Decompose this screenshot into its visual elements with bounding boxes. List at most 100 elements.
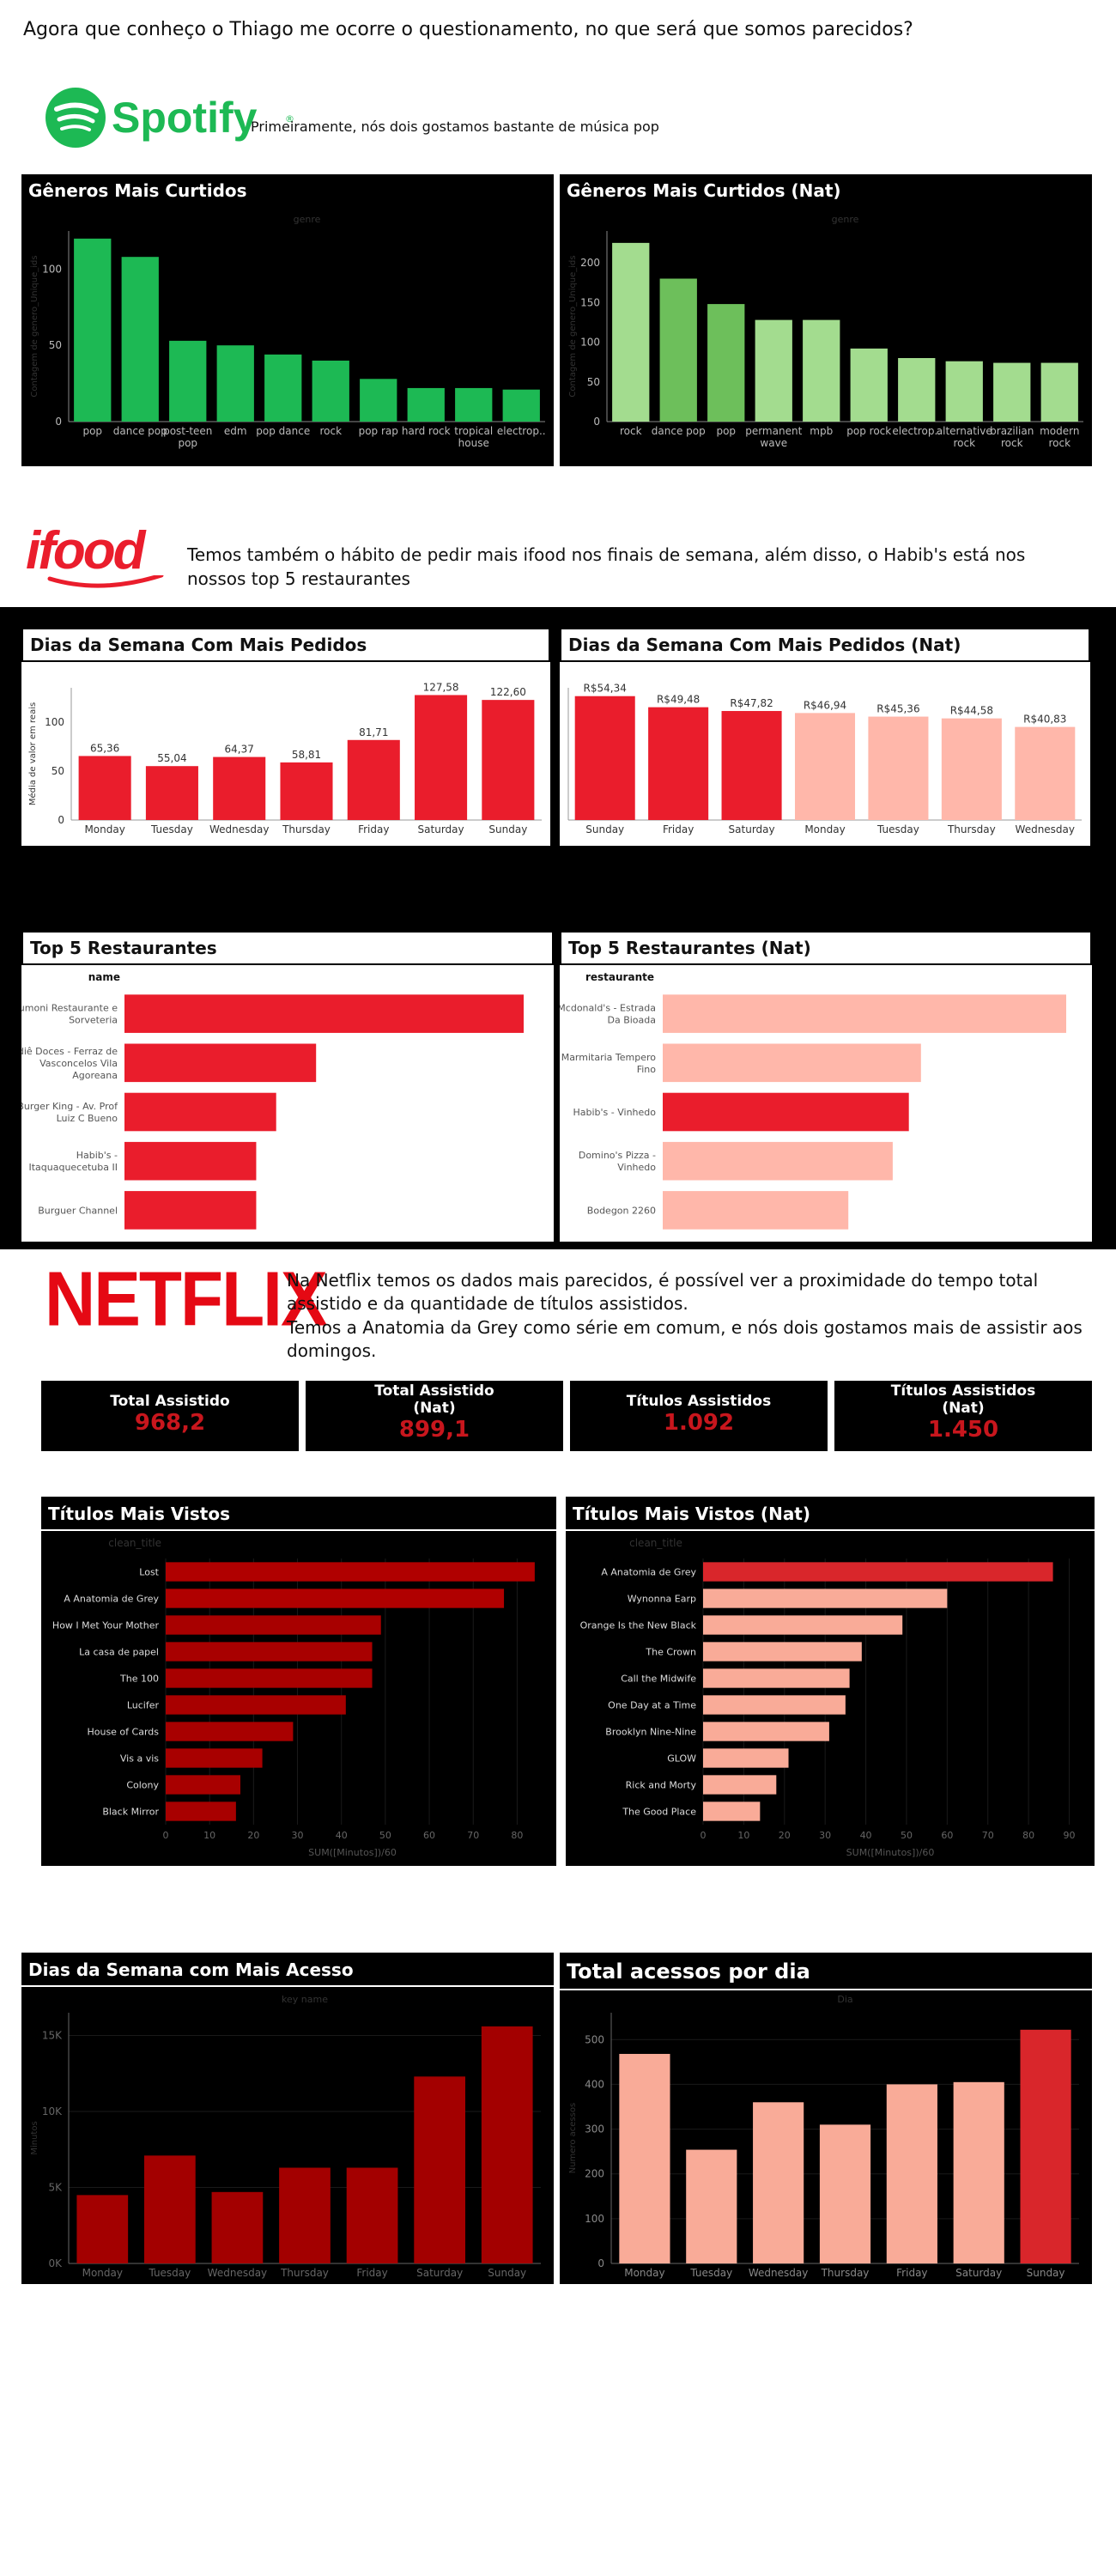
bar <box>213 756 266 820</box>
bar <box>211 2191 264 2263</box>
bar <box>898 358 936 422</box>
x-tick-label: Thursday <box>282 823 331 835</box>
bar <box>663 1191 849 1230</box>
x-tick-label: alternative <box>937 425 992 437</box>
kpi-titles-watched-nat: Títulos Assistidos (Nat) 1.450 <box>834 1381 1092 1451</box>
bar <box>144 2155 196 2263</box>
bar <box>407 387 445 422</box>
x-tick-label: Monday <box>804 823 845 835</box>
y-tick-label: Burger King - Av. Prof <box>21 1101 118 1112</box>
chart-header-label: genre <box>294 214 321 225</box>
x-tick-label: Thursday <box>280 2267 329 2279</box>
y-tick-label: 100 <box>45 716 64 728</box>
bar <box>455 387 493 422</box>
x-tick-label: wave <box>760 437 787 449</box>
bar <box>414 2076 465 2263</box>
x-tick-label: pop <box>716 425 736 437</box>
bar <box>502 389 540 422</box>
weekday-orders-nat-chart: R$54,34 Sunday R$49,48 Friday R$47,82 Saturda… <box>567 683 1082 835</box>
x-tick-label: Thursday <box>947 823 996 835</box>
kpi-value: 899,1 <box>398 1417 470 1443</box>
y-tick-label: The Good Place <box>622 1807 696 1818</box>
bar <box>803 319 840 422</box>
genres-nat-chart: genre Contagem de genero_Unique_ids 0 50 100… <box>568 214 1083 449</box>
kpi-label: Títulos Assistidos (Nat) <box>890 1382 1036 1417</box>
x-tick-label: Saturday <box>418 823 464 835</box>
bar <box>819 2124 871 2263</box>
x-tick-label: 20 <box>247 1830 259 1841</box>
y-tick-label: Da Bioada <box>607 1015 656 1026</box>
x-tick-label: Sunday <box>488 823 527 835</box>
x-tick-label: rock <box>620 425 642 437</box>
bar <box>886 2084 937 2263</box>
weekday-orders-panel: Dias da Semana Com Mais Pedidos Média de… <box>21 628 550 846</box>
x-tick-label: pop <box>178 437 197 449</box>
y-tick-label: Burguer Channel <box>38 1205 118 1216</box>
bar <box>1040 362 1078 422</box>
bar <box>707 304 745 422</box>
bar <box>166 1722 294 1741</box>
page-question: Agora que conheço o Thiago me ocorre o q… <box>23 19 913 40</box>
y-tick-label: 100 <box>580 337 600 349</box>
bar <box>703 1801 761 1821</box>
y-tick-label: 0 <box>593 416 600 428</box>
x-tick-label: rock <box>1048 437 1071 449</box>
x-tick-label: dance pop <box>652 425 706 437</box>
bar <box>648 707 709 820</box>
x-axis-label: SUM([Minutos])/60 <box>846 1847 935 1858</box>
y-tick-label: Orange Is the New Black <box>580 1620 697 1631</box>
bar <box>346 2167 398 2263</box>
x-tick-label: Tuesday <box>148 2267 191 2279</box>
x-tick-label: Wednesday <box>749 2267 808 2279</box>
chart-header-label: genre <box>832 214 859 225</box>
x-tick-label: Tuesday <box>876 823 919 835</box>
y-tick-label: Lost <box>139 1567 159 1578</box>
y-tick-label: The Crown <box>645 1647 696 1658</box>
bar <box>703 1722 829 1741</box>
y-tick-label: Vinhedo <box>617 1162 656 1173</box>
kpi-total-watched-nat: Total Assistido (Nat) 899,1 <box>306 1381 563 1451</box>
x-tick-label: 30 <box>819 1830 831 1841</box>
bar <box>868 716 929 820</box>
y-tick-label: 50 <box>587 376 600 388</box>
weekday-orders-nat-panel: Dias da Semana Com Mais Pedidos (Nat) R$… <box>560 628 1090 846</box>
bar <box>663 1092 909 1132</box>
bar <box>312 360 349 422</box>
kpi-value: 1.092 <box>663 1410 735 1436</box>
bar <box>415 695 468 820</box>
x-tick-label: Wednesday <box>209 823 269 835</box>
bar <box>1015 726 1076 820</box>
x-tick-label: Friday <box>663 823 694 835</box>
x-tick-label: 50 <box>379 1830 391 1841</box>
data-label: 64,37 <box>225 744 254 756</box>
y-axis-label: Minutos <box>30 2121 39 2154</box>
y-tick-label: 50 <box>49 339 62 351</box>
y-tick-label: 100 <box>585 2213 604 2225</box>
data-label: R$49,48 <box>657 694 700 706</box>
y-tick-label: 15K <box>42 2030 63 2042</box>
genres-panel: Gêneros Mais Curtidos genre Contagem de g… <box>21 174 554 466</box>
chart-header-label: key name <box>282 1994 328 2005</box>
bar <box>482 700 535 820</box>
bar <box>76 2195 129 2263</box>
x-tick-label: rock <box>1001 437 1023 449</box>
y-tick-label: 400 <box>585 2078 604 2090</box>
y-tick-label: House of Cards <box>87 1727 159 1738</box>
y-tick-label: 0K <box>48 2257 63 2269</box>
x-tick-label: rock <box>319 425 342 437</box>
bar <box>166 1562 535 1582</box>
x-tick-label: 90 <box>1064 1830 1076 1841</box>
y-tick-label: Fino <box>637 1064 657 1075</box>
bar <box>703 1695 846 1715</box>
bar <box>166 1615 381 1635</box>
bar <box>166 1748 263 1768</box>
bar <box>703 1589 948 1608</box>
data-label: 81,71 <box>359 726 388 738</box>
data-label: R$54,34 <box>584 683 627 695</box>
y-tick-label: Marmitaria Tempero <box>561 1052 657 1063</box>
y-tick-label: GLOW <box>667 1753 696 1765</box>
netflix-intro-2: Temos a Anatomia da Grey como série em c… <box>287 1317 1083 1361</box>
bar <box>574 696 635 820</box>
x-tick-label: brazilian <box>990 425 1034 437</box>
